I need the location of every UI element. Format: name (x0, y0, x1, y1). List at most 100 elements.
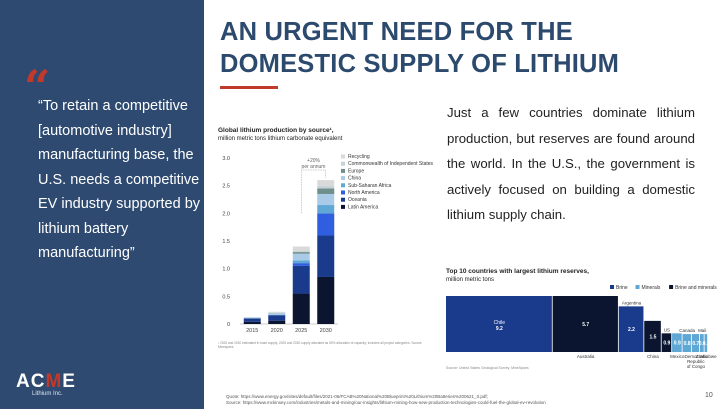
legend-label: Latin America (348, 204, 379, 210)
bar-segment (317, 180, 335, 186)
chart1-title-main: Global lithium production by source¹, (218, 127, 334, 134)
bar-segment (268, 311, 286, 313)
treemap-cell (644, 320, 661, 352)
chart1-title-sub: million metric tons lithium carbonate eq… (218, 135, 343, 142)
bar-segment (292, 260, 310, 264)
treemap-name-label: Chile (494, 320, 506, 326)
quote-mark-icon: “ (24, 60, 51, 114)
legend-label: Minerals (642, 285, 661, 291)
treemap-value-label: 0.7 (692, 341, 699, 347)
legend-label: China (348, 176, 361, 182)
y-tick-label: 3.0 (222, 156, 230, 162)
treemap-name-label: of Congo (687, 364, 706, 369)
treemap-value-label: 2.2 (628, 327, 635, 333)
bar-segment (317, 235, 335, 277)
quote-text: “To retain a competitive [automotive ind… (38, 98, 201, 261)
logo-text-c: E (62, 371, 76, 392)
bar-segment (292, 265, 310, 294)
y-tick-label: 2.5 (222, 184, 230, 190)
quote-sidebar: “ “To retain a competitive [automotive i… (0, 0, 204, 409)
legend-label: Oceania (348, 197, 367, 203)
logo-text-a: AC (16, 371, 46, 392)
treemap-cell (446, 296, 552, 352)
legend-swatch (341, 190, 345, 195)
legend-label: Sub-Saharan Africa (348, 183, 392, 189)
chart2-title-sub: million metric tons (446, 276, 495, 283)
source-line: Source: https://www.mckinsey.com/industr… (226, 400, 546, 405)
bar-segment (317, 205, 335, 214)
bar-segment (292, 263, 310, 266)
bar-segment (268, 315, 286, 321)
legend-swatch (341, 161, 345, 166)
bar-segment (243, 318, 261, 322)
quote-sources: Quote: https://www.energy.gov/sites/defa… (226, 394, 546, 406)
treemap-cell (704, 334, 708, 352)
legend-swatch (341, 154, 345, 159)
legend-swatch (610, 285, 614, 289)
y-tick-label: 0 (227, 322, 230, 328)
bar-segment (268, 320, 286, 324)
treemap-cell (661, 333, 672, 352)
bar-segment (243, 321, 261, 324)
bar-segment (317, 188, 335, 194)
y-tick-label: 1.0 (222, 267, 230, 273)
bar-segment (317, 276, 335, 324)
treemap-cell (552, 296, 618, 352)
x-tick-label: 2020 (271, 328, 283, 334)
title-underline (220, 86, 278, 89)
treemap-name-label: Zimbabwe (696, 354, 717, 359)
treemap-cell (691, 334, 700, 352)
legend-swatch (341, 176, 345, 181)
treemap-value-label: 1.5 (649, 334, 656, 340)
treemap-name-label: Argentina (622, 300, 642, 305)
treemap-value-label: 0.8 (684, 341, 691, 347)
bar-segment (292, 253, 310, 261)
legend-swatch (341, 197, 345, 202)
treemap-value-label: 0.3 (703, 341, 710, 347)
title-line-2: DOMESTIC SUPPLY OF LITHIUM (220, 50, 620, 78)
treemap-name-label: Republic (687, 359, 705, 364)
bar-segment (292, 250, 310, 253)
chart1-title: Global lithium production by source¹, mi… (218, 127, 342, 143)
bar-segment (317, 213, 335, 236)
chart2-title: Top 10 countries with largest lithium re… (446, 268, 589, 284)
treemap-cell (682, 334, 691, 352)
growth-annotation: per annum (302, 164, 326, 170)
treemap-name-label: Canada (679, 328, 695, 333)
x-tick-label: 2025 (295, 328, 307, 334)
x-tick-label: 2030 (320, 328, 332, 334)
production-chart: 0 0.5 1.0 1.5 2.0 2.5 3.0 2015 2020 2025 2030 +20%p… (222, 154, 434, 334)
quote-source-line: Quote: https://www.energy.gov/sites/defa… (226, 394, 488, 399)
treemap-name-label: US (664, 327, 670, 332)
legend-label: Europe (348, 168, 364, 174)
treemap-name-label: Mexico (670, 354, 685, 359)
treemap-value-label: 0.9 (663, 341, 670, 347)
page-title: AN URGENT NEED FOR THE DOMESTIC SUPPLY O… (220, 16, 715, 80)
legend-label: Brine (616, 285, 628, 291)
bar-segment (317, 193, 335, 206)
legend-swatch (635, 285, 640, 289)
treemap-name-label: China (647, 354, 659, 359)
treemap-value-label: 9.2 (496, 326, 503, 332)
x-tick-label: 2015 (246, 328, 258, 334)
legend-swatch (669, 285, 674, 289)
treemap-cell (699, 334, 704, 352)
treemap-cell (618, 306, 644, 352)
bar-segment (243, 317, 261, 319)
chart2-source: Source: United States Geological Survey,… (446, 366, 529, 370)
chart1-footnote: ¹ 2025 and 2030 estimated in base supply… (218, 341, 423, 349)
company-logo: ACME Lithium Inc. (16, 371, 76, 397)
legend-label: Recycling (348, 154, 370, 160)
bar-segment (292, 246, 310, 251)
treemap-name-label: Australia (577, 354, 595, 359)
legend-swatch (341, 168, 345, 173)
logo-text-b: M (45, 371, 63, 392)
logo-subtitle: Lithium Inc. (32, 391, 63, 397)
legend-swatch (341, 204, 345, 209)
bar-segment (268, 312, 286, 316)
legend-label: Commonwealth of Independent States (348, 161, 434, 167)
growth-annotation-line (301, 169, 326, 214)
bar-segment (292, 293, 310, 324)
y-tick-label: 1.5 (222, 239, 230, 245)
